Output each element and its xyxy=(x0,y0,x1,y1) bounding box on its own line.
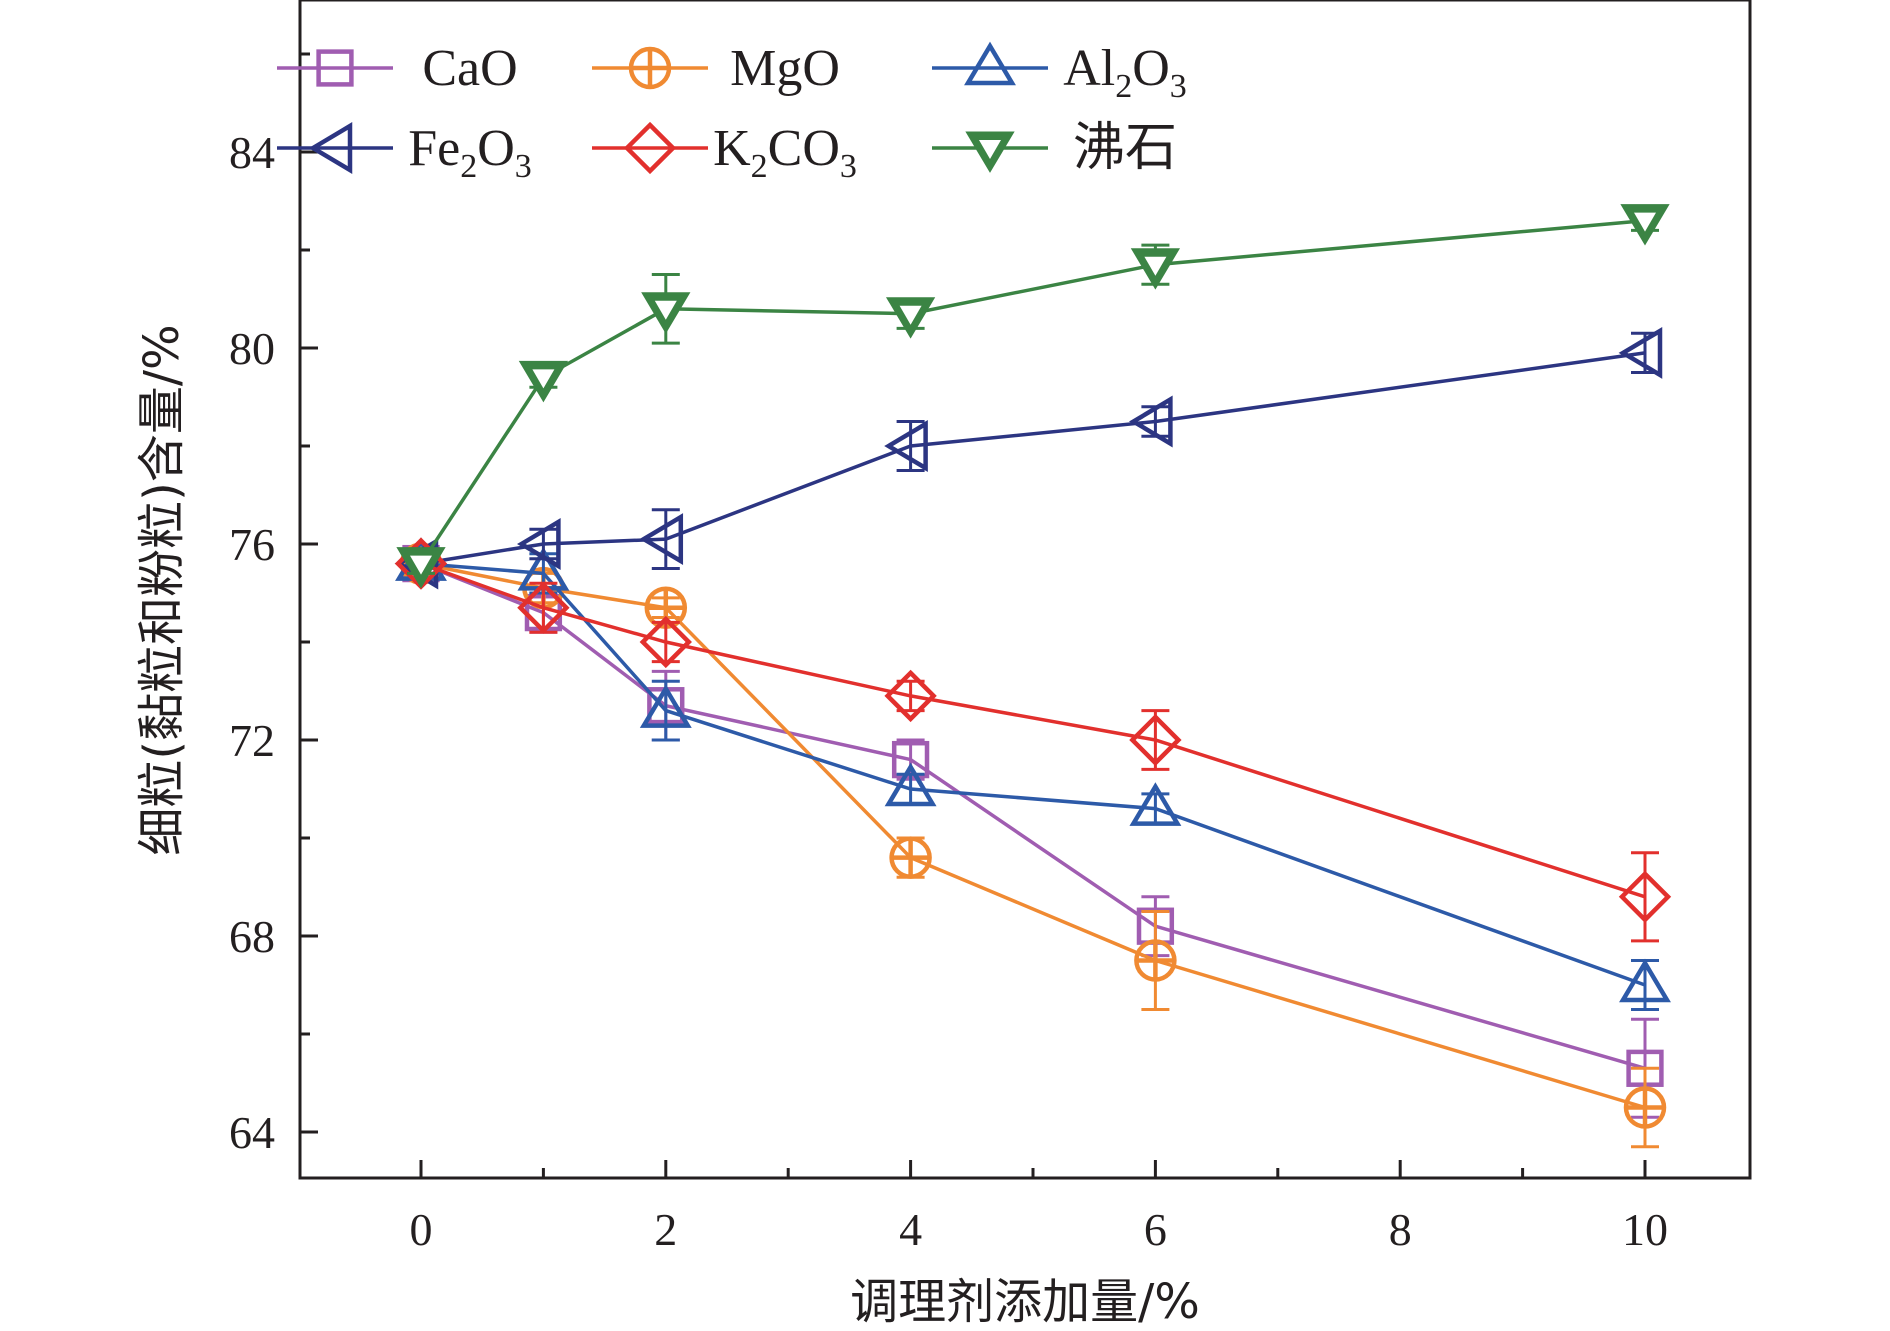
marker-triangle-left xyxy=(1128,395,1173,448)
legend-text-part: CaO xyxy=(422,40,517,97)
legend-item-Al2O3: Al2O3 xyxy=(932,40,1187,105)
legend-text-part: MgO xyxy=(730,40,840,97)
series-CaO xyxy=(402,544,1664,1119)
marker-triangle-down-inner xyxy=(654,300,677,320)
marker-diamond xyxy=(1129,713,1182,767)
marker-triangle-up xyxy=(639,684,692,728)
marker-triangle-left xyxy=(308,122,353,174)
legend-text-part: 沸石 xyxy=(1073,120,1177,177)
legend-subscript: 3 xyxy=(515,148,532,185)
y-tick-label: 80 xyxy=(229,323,275,374)
marker-diamond xyxy=(884,669,937,723)
legend-subscript: 3 xyxy=(1170,68,1187,105)
series-layer xyxy=(394,204,1672,1149)
x-tick-label: 2 xyxy=(654,1204,677,1255)
marker-triangle-down-inner xyxy=(410,555,432,575)
marker-triangle-up xyxy=(884,762,937,807)
x-tick-label: 6 xyxy=(1144,1204,1167,1255)
marker-triangle-down-inner xyxy=(532,369,555,389)
legend-text-part: O xyxy=(1132,40,1170,97)
legend-item-沸石: 沸石 xyxy=(932,120,1177,177)
legend-item-MgO: MgO xyxy=(592,40,840,97)
marker-triangle-down-inner xyxy=(1634,212,1656,232)
series-line xyxy=(420,351,1646,566)
marker-triangle-down-inner xyxy=(899,305,922,325)
legend-item-Fe2O3: Fe2O3 xyxy=(277,120,532,185)
y-tick-label: 76 xyxy=(229,519,275,570)
marker-triangle-left xyxy=(884,420,928,472)
marker-triangle-up xyxy=(1619,958,1671,1003)
x-tick-label: 8 xyxy=(1389,1204,1412,1255)
marker-triangle-up xyxy=(1129,782,1182,826)
series-沸石 xyxy=(396,204,1670,589)
legend-label: MgO xyxy=(730,40,840,97)
marker-triangle-up xyxy=(964,41,1016,86)
marker-triangle-left xyxy=(516,518,561,570)
series-line xyxy=(420,561,1646,1110)
series-Fe2O3 xyxy=(394,326,1663,590)
legend-label: CaO xyxy=(422,40,517,97)
series-line xyxy=(420,561,1646,987)
marker-square xyxy=(316,49,354,87)
series-K2CO3 xyxy=(394,537,1672,943)
legend-label: K2CO3 xyxy=(713,120,857,185)
legend-subscript: 2 xyxy=(460,148,477,185)
legend-text-part: Fe xyxy=(408,120,460,177)
marker-triangle-down-inner xyxy=(979,140,1001,159)
legend-subscript: 2 xyxy=(1115,68,1132,105)
series-Al2O3 xyxy=(395,537,1671,1011)
marker-triangle-left xyxy=(639,513,684,566)
marker-diamond xyxy=(623,121,677,175)
plot-frame xyxy=(298,0,1752,1180)
legend-label: 沸石 xyxy=(1073,120,1177,177)
series-MgO xyxy=(399,542,1667,1149)
legend-label: Al2O3 xyxy=(1063,40,1187,105)
y-tick-label: 64 xyxy=(229,1107,275,1158)
x-tick-label: 0 xyxy=(410,1204,433,1255)
series-line xyxy=(419,218,1646,565)
series-line xyxy=(420,561,1646,899)
legend-subscript: 2 xyxy=(751,148,768,185)
legend-label: Fe2O3 xyxy=(408,120,532,185)
legend-text-part: CO xyxy=(768,120,840,177)
y-tick-label: 72 xyxy=(229,715,275,766)
marker-triangle-left xyxy=(1618,326,1663,379)
legend-text-part: K xyxy=(713,120,751,177)
y-axis-label: 细粒(黏粒和粉粒)含量/% xyxy=(134,324,190,855)
legend-item-K2CO3: K2CO3 xyxy=(592,120,857,185)
marker-diamond xyxy=(639,615,692,669)
series-line xyxy=(420,561,1646,1070)
legend-item-CaO: CaO xyxy=(277,40,518,97)
marker-diamond xyxy=(1618,870,1672,923)
x-tick-label: 4 xyxy=(899,1204,922,1255)
legend-subscript: 3 xyxy=(840,148,857,185)
x-tick-label: 10 xyxy=(1622,1204,1668,1255)
marker-triangle-down-inner xyxy=(1144,256,1167,276)
y-tick-label: 68 xyxy=(229,911,275,962)
y-tick-label: 84 xyxy=(229,127,275,178)
marker-diamond xyxy=(517,581,570,634)
legend-text-part: O xyxy=(477,120,515,177)
x-axis-label: 调理剂添加量/% xyxy=(850,1274,1200,1330)
legend-text-part: Al xyxy=(1063,40,1115,97)
